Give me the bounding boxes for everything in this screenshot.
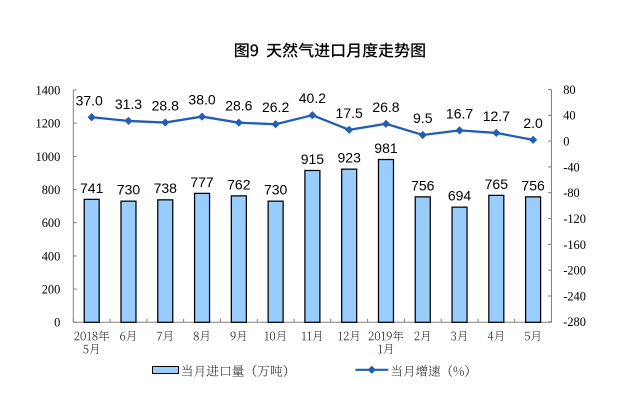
svg-text:-160: -160 <box>563 238 586 252</box>
svg-text:2.0: 2.0 <box>523 115 543 131</box>
svg-text:741: 741 <box>80 180 104 196</box>
svg-text:40.2: 40.2 <box>299 90 326 106</box>
svg-text:28.6: 28.6 <box>225 98 252 114</box>
svg-text:-80: -80 <box>563 186 580 200</box>
svg-text:756: 756 <box>521 177 545 193</box>
svg-text:-280: -280 <box>563 315 586 329</box>
svg-text:28.8: 28.8 <box>152 98 179 114</box>
svg-text:12.7: 12.7 <box>483 108 510 124</box>
svg-text:17.5: 17.5 <box>336 105 363 121</box>
svg-text:730: 730 <box>264 182 288 198</box>
svg-text:-200: -200 <box>563 264 586 278</box>
svg-text:1400: 1400 <box>36 83 61 97</box>
svg-text:80: 80 <box>563 83 575 97</box>
svg-text:16.7: 16.7 <box>446 105 473 121</box>
svg-text:-240: -240 <box>563 289 586 303</box>
svg-text:26.8: 26.8 <box>372 99 399 115</box>
svg-text:777: 777 <box>190 174 214 190</box>
svg-text:981: 981 <box>374 140 398 156</box>
svg-text:600: 600 <box>42 216 61 230</box>
svg-text:0: 0 <box>54 316 60 330</box>
svg-text:800: 800 <box>42 183 61 197</box>
svg-text:762: 762 <box>227 176 251 192</box>
svg-text:915: 915 <box>301 151 325 167</box>
svg-text:694: 694 <box>448 188 472 204</box>
svg-text:923: 923 <box>338 150 362 166</box>
svg-text:0: 0 <box>563 135 569 149</box>
svg-text:756: 756 <box>411 177 435 193</box>
svg-text:400: 400 <box>42 249 61 263</box>
svg-text:1200: 1200 <box>36 117 61 131</box>
svg-text:200: 200 <box>42 283 61 297</box>
svg-text:730: 730 <box>117 182 141 198</box>
svg-text:38.0: 38.0 <box>188 92 215 108</box>
svg-text:37.0: 37.0 <box>76 92 103 108</box>
svg-text:31.3: 31.3 <box>115 96 142 112</box>
svg-text:765: 765 <box>485 176 509 192</box>
svg-text:-120: -120 <box>563 212 586 226</box>
svg-text:738: 738 <box>154 180 178 196</box>
svg-text:40: 40 <box>563 109 575 123</box>
svg-text:-40: -40 <box>563 160 580 174</box>
svg-text:9.5: 9.5 <box>413 110 433 126</box>
svg-text:1000: 1000 <box>36 150 61 164</box>
svg-text:26.2: 26.2 <box>262 99 289 115</box>
